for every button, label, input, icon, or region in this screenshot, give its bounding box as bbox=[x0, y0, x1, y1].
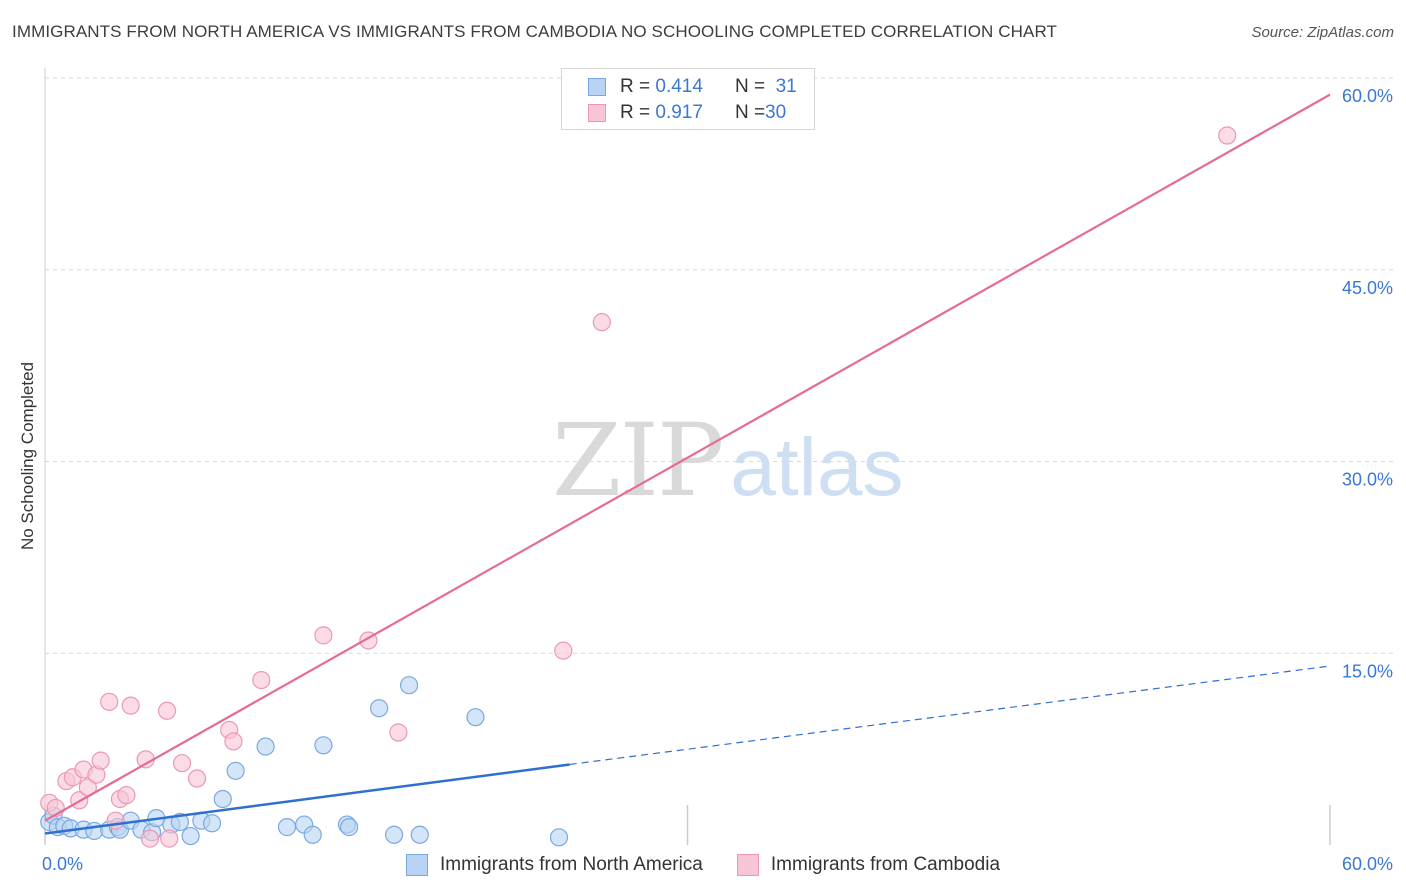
watermark-atlas: atlas bbox=[730, 422, 904, 513]
trendline-cambodia bbox=[44, 93, 1331, 822]
point-cambodia bbox=[121, 696, 140, 715]
point-north-america bbox=[370, 699, 389, 718]
point-cambodia bbox=[252, 670, 271, 690]
point-north-america bbox=[384, 825, 404, 844]
point-north-america bbox=[303, 825, 322, 844]
legend-item-cambodia: Immigrants from Cambodia bbox=[736, 854, 1001, 876]
trendline-north-america-extension bbox=[569, 665, 1331, 766]
point-cambodia bbox=[117, 786, 136, 805]
point-north-america bbox=[466, 708, 485, 727]
point-cambodia bbox=[1218, 126, 1237, 145]
trendline-north-america bbox=[44, 763, 570, 835]
y-tick-label: 15.0% bbox=[1342, 661, 1393, 681]
point-cambodia bbox=[172, 754, 192, 773]
point-north-america bbox=[277, 818, 297, 837]
x-tick-label: 0.0% bbox=[42, 854, 83, 874]
legend-r-value: 0.414 bbox=[655, 76, 703, 97]
point-north-america bbox=[181, 826, 200, 846]
legend-swatch-cambodia bbox=[736, 854, 759, 876]
point-north-america bbox=[213, 789, 232, 809]
correlation-legend: R = 0.414 N = 31 R = 0.917 N = 30 bbox=[561, 68, 815, 130]
watermark-zip: ZIP bbox=[552, 402, 724, 519]
y-tick-label: 45.0% bbox=[1342, 278, 1393, 298]
point-cambodia bbox=[91, 751, 110, 770]
legend-label-cambodia: Immigrants from Cambodia bbox=[770, 854, 1001, 875]
y-tick-label: 30.0% bbox=[1342, 470, 1393, 490]
legend-swatch-north-america bbox=[588, 78, 606, 96]
point-north-america bbox=[410, 825, 429, 844]
legend-item-north-america: Immigrants from North America bbox=[405, 854, 703, 876]
legend-r-value: 0.917 bbox=[655, 102, 703, 123]
point-north-america bbox=[226, 761, 245, 780]
y-tick-label: 60.0% bbox=[1342, 86, 1393, 106]
legend-swatch-north-america bbox=[405, 854, 428, 876]
point-cambodia bbox=[389, 723, 408, 742]
legend-r-label: R = bbox=[620, 102, 651, 123]
point-cambodia bbox=[554, 641, 573, 660]
point-cambodia bbox=[140, 829, 160, 848]
point-north-america bbox=[314, 736, 333, 755]
point-cambodia bbox=[187, 769, 207, 788]
watermark: ZIPatlas bbox=[552, 402, 904, 519]
chart-title: IMMIGRANTS FROM NORTH AMERICA VS IMMIGRA… bbox=[12, 22, 1057, 41]
point-cambodia bbox=[157, 701, 177, 720]
point-cambodia bbox=[106, 811, 125, 830]
legend-n-value: 31 bbox=[775, 76, 797, 97]
point-north-america bbox=[202, 814, 222, 833]
point-cambodia bbox=[314, 626, 333, 645]
legend-row-cambodia: R = 0.917 N = 30 bbox=[588, 101, 786, 125]
legend-n-value: 30 bbox=[765, 102, 787, 123]
point-north-america bbox=[399, 676, 419, 695]
legend-label-north-america: Immigrants from North America bbox=[439, 854, 703, 875]
point-north-america bbox=[549, 828, 569, 847]
point-cambodia bbox=[100, 692, 119, 711]
point-cambodia bbox=[160, 829, 179, 848]
legend-r-label: R = bbox=[620, 76, 651, 97]
point-north-america bbox=[340, 818, 359, 837]
point-north-america bbox=[256, 737, 275, 756]
point-north-america bbox=[170, 812, 190, 832]
x-tick-label: 60.0% bbox=[1342, 854, 1393, 874]
legend-row-north-america: R = 0.414 N = 31 bbox=[588, 75, 797, 99]
point-cambodia bbox=[592, 313, 611, 332]
legend-swatch-cambodia bbox=[588, 104, 606, 122]
legend-n-label: N = bbox=[734, 76, 766, 97]
point-cambodia bbox=[224, 732, 243, 751]
legend-n-label: N = bbox=[734, 102, 766, 123]
series-legend: Immigrants from North America Immigrants… bbox=[0, 851, 1406, 879]
source-label: Source: ZipAtlas.com bbox=[1251, 24, 1394, 41]
